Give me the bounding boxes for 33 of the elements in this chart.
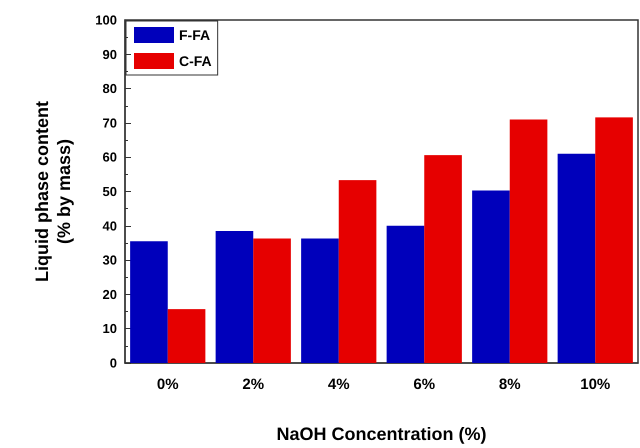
legend-label: F-FA — [179, 27, 210, 43]
x-tick-label: 0% — [156, 376, 179, 393]
y-tick-label: 60 — [102, 150, 117, 165]
x-tick-label: 6% — [413, 376, 436, 393]
bar — [216, 230, 254, 363]
y-tick-label: 0 — [110, 356, 117, 370]
y-tick-label: 70 — [102, 115, 117, 130]
y-tick-label: 50 — [102, 184, 117, 199]
y-axis-title: Liquid phase content (% by mass) — [32, 100, 74, 282]
bar — [558, 154, 596, 363]
x-axis-title: NaOH Concentration (%) — [276, 424, 487, 444]
x-tick-label: 10% — [580, 376, 610, 393]
bar — [472, 190, 510, 363]
x-tick-label: 8% — [498, 376, 521, 393]
bar — [424, 155, 462, 363]
bar — [510, 119, 548, 363]
y-tick-label: 10 — [102, 321, 117, 336]
bar — [301, 238, 339, 363]
bar — [130, 241, 168, 363]
bar — [168, 309, 206, 363]
bar — [386, 226, 424, 363]
y-tick-label: 30 — [102, 252, 117, 268]
y-tick-label: 90 — [102, 46, 117, 62]
bar — [338, 180, 376, 363]
y-tick-label: 80 — [102, 81, 117, 96]
y-tick-label: 20 — [102, 286, 117, 302]
x-tick-label: 4% — [328, 376, 350, 393]
legend-label: C-FA — [179, 53, 212, 69]
bar — [595, 117, 633, 363]
y-tick-label: 100 — [95, 12, 117, 28]
y-tick-label: 40 — [102, 218, 117, 234]
bar — [253, 238, 291, 363]
x-tick-label: 2% — [242, 376, 264, 393]
